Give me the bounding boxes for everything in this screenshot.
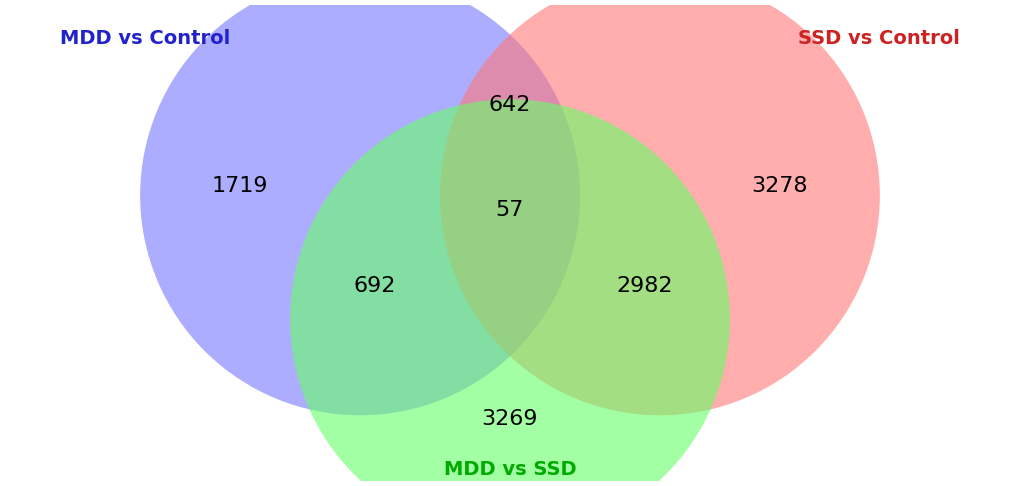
Ellipse shape [140,0,580,415]
Text: 57: 57 [495,200,524,220]
Ellipse shape [439,0,879,415]
Ellipse shape [289,99,730,486]
Text: 2982: 2982 [616,276,673,296]
Text: SSD vs Control: SSD vs Control [797,29,959,48]
Text: 3269: 3269 [481,409,538,429]
Text: 3278: 3278 [751,176,807,196]
Text: 692: 692 [354,276,395,296]
Text: MDD vs Control: MDD vs Control [60,29,230,48]
Text: 1719: 1719 [212,176,268,196]
Text: 642: 642 [488,95,531,115]
Text: MDD vs SSD: MDD vs SSD [443,460,576,479]
